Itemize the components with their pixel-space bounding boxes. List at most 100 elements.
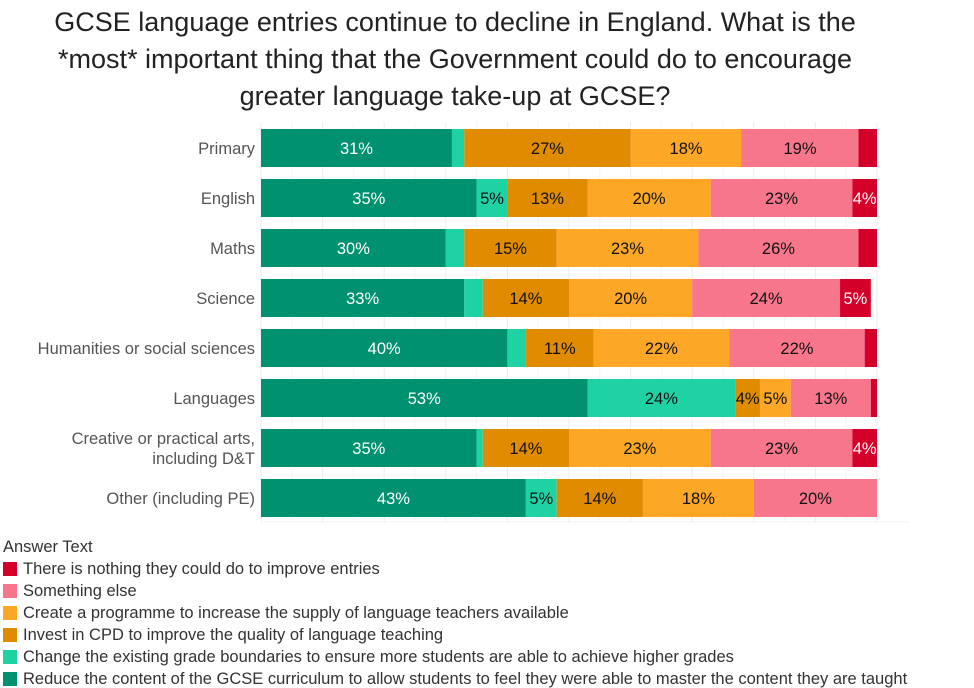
- bar-segment: [261, 229, 446, 267]
- data-label: 4%: [736, 390, 760, 408]
- data-label: 5%: [844, 290, 868, 308]
- data-label: 35%: [352, 440, 385, 458]
- bar-segment: [261, 479, 526, 517]
- legend-item: Change the existing grade boundaries to …: [3, 646, 907, 668]
- chart-title: GCSE language entries continue to declin…: [0, 4, 910, 115]
- data-label: 40%: [368, 340, 401, 358]
- bar-segment: [587, 379, 736, 417]
- legend-swatch: [3, 650, 17, 664]
- data-label: 13%: [814, 390, 847, 408]
- data-label: 43%: [377, 490, 410, 508]
- bar-segment: [790, 379, 871, 417]
- bar-segment: [525, 479, 557, 517]
- legend-label: Change the existing grade boundaries to …: [23, 648, 734, 666]
- data-label: 14%: [509, 440, 542, 458]
- data-label: 20%: [633, 190, 666, 208]
- data-label: 18%: [670, 140, 703, 158]
- data-label: 31%: [340, 140, 373, 158]
- category-label: Maths: [210, 240, 255, 258]
- bar-segment: [840, 279, 871, 317]
- category-label: Science: [196, 290, 255, 308]
- data-label: 22%: [645, 340, 678, 358]
- bar-segment: [451, 129, 465, 167]
- bar-segment: [729, 329, 865, 367]
- bar-segment: [710, 429, 853, 467]
- bar-segment: [569, 429, 711, 467]
- data-label: 20%: [799, 490, 832, 508]
- data-label: 5%: [480, 190, 504, 208]
- data-label: 23%: [765, 190, 798, 208]
- data-label: 18%: [682, 490, 715, 508]
- legend-title: Answer Text: [3, 538, 93, 556]
- category-label: Humanities or social sciences: [38, 340, 255, 358]
- legend: Answer Text There is nothing they could …: [3, 537, 907, 688]
- bar-segment: [261, 179, 477, 217]
- legend-item: There is nothing they could do to improv…: [3, 558, 907, 580]
- data-label: 24%: [750, 290, 783, 308]
- category-label: Primary: [198, 140, 256, 158]
- legend-swatch: [3, 584, 17, 598]
- bar-segment: [556, 229, 699, 267]
- bar-segment: [864, 329, 877, 367]
- data-label: 23%: [765, 440, 798, 458]
- bar-segment: [464, 229, 557, 267]
- data-label: 23%: [623, 440, 656, 458]
- data-label: 53%: [408, 390, 441, 408]
- title-line: *most* important thing that the Governme…: [58, 44, 852, 74]
- bar-segment: [525, 329, 594, 367]
- data-label: 24%: [645, 390, 678, 408]
- data-label: 26%: [762, 240, 795, 258]
- data-label: 14%: [509, 290, 542, 308]
- title-line: GCSE language entries continue to declin…: [54, 7, 856, 37]
- bar-segment: [692, 279, 841, 317]
- bar-segment: [852, 429, 877, 467]
- bar-segment: [593, 329, 730, 367]
- legend-item: Create a programme to increase the suppl…: [3, 602, 907, 624]
- legend-swatch: [3, 606, 17, 620]
- bar-segment: [759, 379, 791, 417]
- data-label: 33%: [346, 290, 379, 308]
- bar-segment: [858, 129, 877, 167]
- bar-segment: [261, 279, 465, 317]
- bar-segment: [630, 129, 742, 167]
- bar-segment: [261, 429, 477, 467]
- legend-label: Reduce the content of the GCSE curriculu…: [23, 670, 908, 688]
- bar-segment: [642, 479, 754, 517]
- bar-segment: [464, 279, 483, 317]
- data-label: 13%: [531, 190, 564, 208]
- bar-segment: [464, 129, 631, 167]
- legend-swatch: [3, 562, 17, 576]
- bar-segment: [753, 479, 877, 517]
- legend-swatch: [3, 628, 17, 642]
- legend-item: Invest in CPD to improve the quality of …: [3, 624, 907, 646]
- bar-segment: [507, 329, 526, 367]
- bar-segment: [482, 279, 569, 317]
- bar-segment: [445, 229, 465, 267]
- legend-item: Reduce the content of the GCSE curriculu…: [3, 668, 907, 688]
- legend-swatch: [3, 672, 17, 686]
- bar-segment: [261, 379, 588, 417]
- data-label: 19%: [783, 140, 816, 158]
- data-label: 27%: [531, 140, 564, 158]
- bar-segment: [476, 429, 483, 467]
- bar-segment: [741, 129, 859, 167]
- bar-segment: [710, 179, 853, 217]
- bar-segment: [261, 129, 452, 167]
- category-label: Other (including PE): [106, 490, 255, 508]
- bar-segment: [870, 379, 877, 417]
- bar-segment: [735, 379, 760, 417]
- bar-segment: [698, 229, 859, 267]
- legend-label: Invest in CPD to improve the quality of …: [23, 626, 444, 644]
- bar-segment: [482, 429, 569, 467]
- bar-segment: [569, 279, 693, 317]
- category-label: Creative or practical arts,: [72, 430, 255, 448]
- data-label: 35%: [352, 190, 385, 208]
- bar-segment: [852, 179, 877, 217]
- bar-segment: [476, 179, 508, 217]
- data-label: 30%: [337, 240, 370, 258]
- category-label: Languages: [173, 390, 255, 408]
- legend-item: Something else: [3, 580, 907, 602]
- bar-segment: [556, 479, 643, 517]
